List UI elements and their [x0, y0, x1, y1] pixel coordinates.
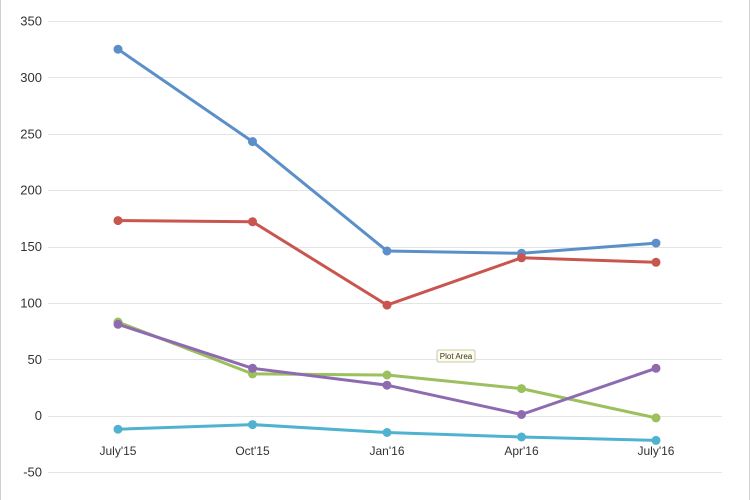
series-3-point[interactable] [651, 413, 661, 423]
series-5-point[interactable] [248, 420, 257, 430]
x-tick-label: July'16 [638, 444, 675, 458]
y-tick-label: 200 [20, 183, 42, 198]
series-2-point[interactable] [248, 217, 257, 227]
series-3-point[interactable] [382, 370, 392, 380]
x-tick-label: Apr'16 [504, 444, 539, 458]
x-tick-label: Oct'15 [235, 444, 270, 458]
series-1-point[interactable] [651, 238, 661, 248]
series-5-point[interactable] [517, 432, 526, 442]
series-4 [113, 319, 661, 419]
y-tick-label: 50 [28, 352, 42, 367]
y-tick-label: 150 [20, 239, 42, 254]
series-1 [113, 44, 661, 258]
y-tick-label: 350 [20, 14, 42, 29]
y-tick-label: 0 [35, 408, 42, 423]
series-2-point[interactable] [113, 216, 123, 226]
series-4-point[interactable] [517, 410, 526, 419]
series-4-point[interactable] [113, 319, 123, 329]
series-2 [113, 216, 661, 310]
series-2-point[interactable] [517, 253, 526, 263]
series-5-point[interactable] [113, 424, 123, 434]
series-2-point[interactable] [382, 300, 392, 310]
series-5-point[interactable] [651, 435, 661, 445]
y-tick-label: -50 [23, 465, 42, 480]
tooltip-box [436, 349, 476, 363]
plot-area-tooltip: Plot Area [436, 349, 476, 363]
x-tick-label: July'15 [100, 444, 137, 458]
series-2-line [116, 219, 658, 307]
series-1-point[interactable] [248, 137, 257, 147]
series-2-point[interactable] [651, 257, 661, 267]
y-tick-label: 100 [20, 295, 42, 310]
series-5 [113, 420, 661, 445]
x-axis-tick-labels: July'15 Oct'15 Jan'16 Apr'16 July'16 [100, 444, 675, 458]
series-4-point[interactable] [248, 363, 257, 373]
y-tick-label: 250 [20, 126, 42, 141]
series-3-line [116, 320, 658, 420]
y-tick-label: 300 [20, 70, 42, 85]
series-3-point[interactable] [517, 384, 526, 394]
series-4-point[interactable] [651, 363, 661, 373]
series-1-point[interactable] [113, 44, 123, 54]
series-3 [113, 317, 661, 423]
series-group [113, 44, 661, 445]
x-tick-label: Jan'16 [370, 444, 405, 458]
y-axis-tick-labels: -50 0 50 100 150 200 250 300 350 [20, 14, 42, 480]
series-5-point[interactable] [382, 428, 392, 437]
tooltip-text: Plot Area [440, 352, 473, 361]
series-1-point[interactable] [382, 246, 392, 256]
series-4-point[interactable] [382, 380, 392, 390]
